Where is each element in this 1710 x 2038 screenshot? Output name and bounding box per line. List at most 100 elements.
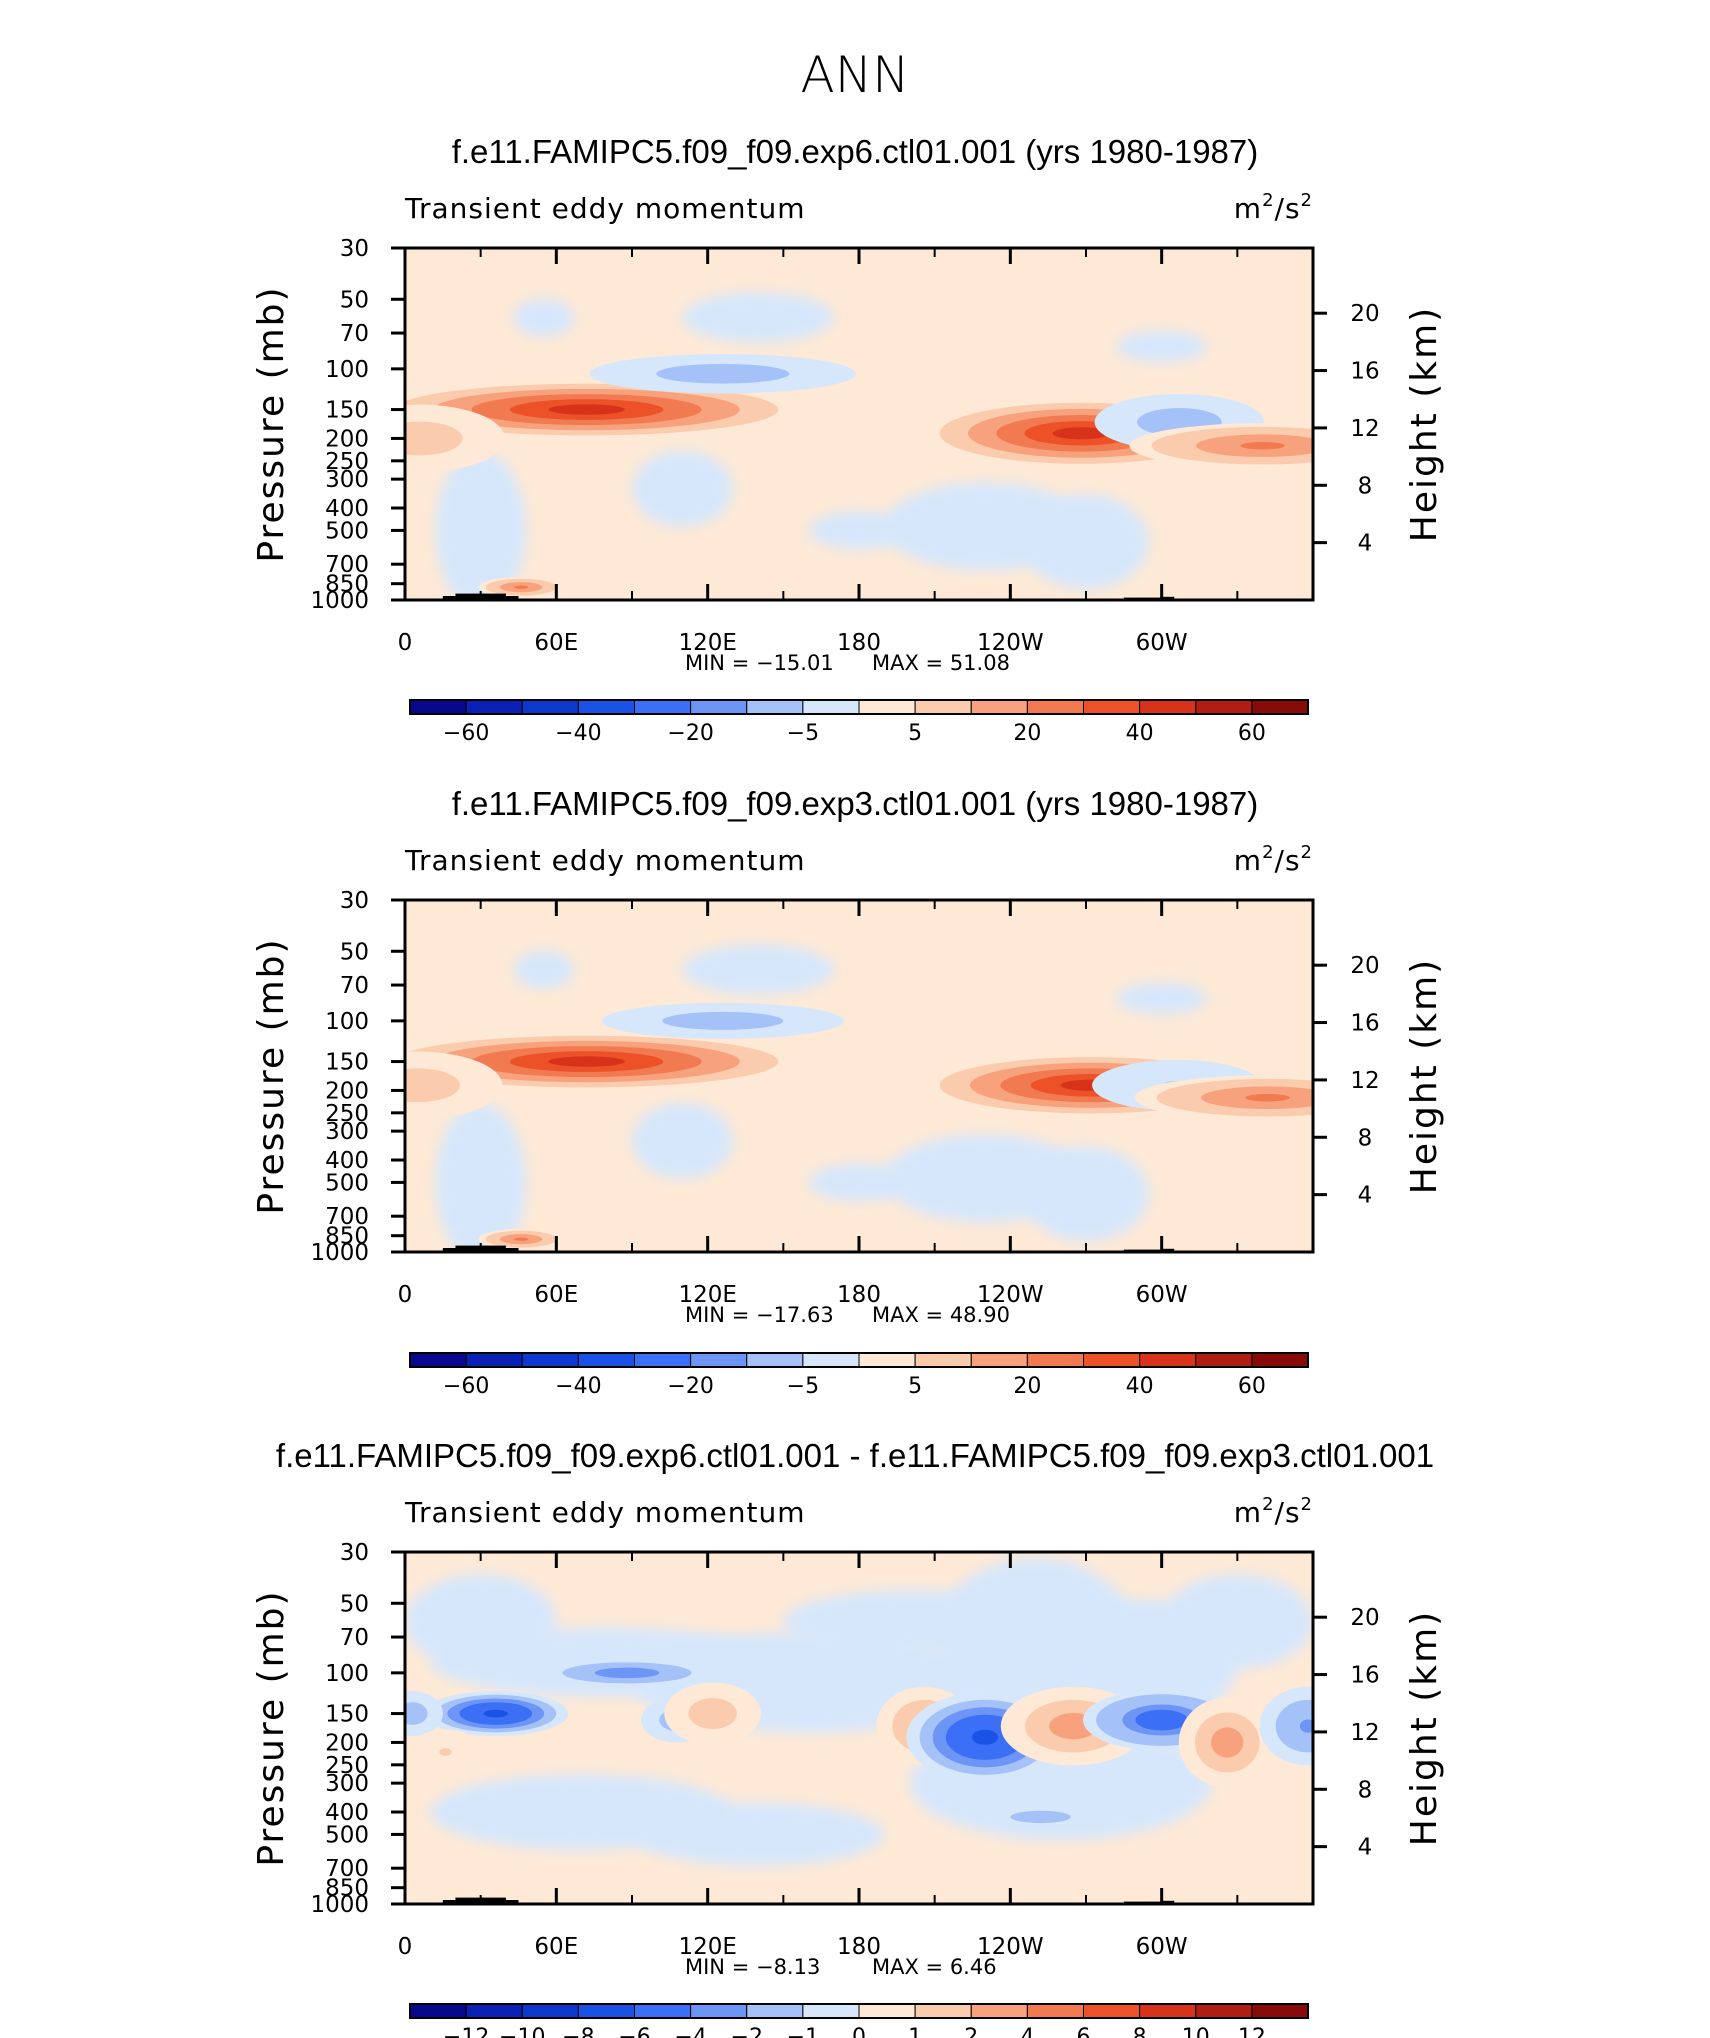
y2-axis-title: Height (km) [1404, 306, 1445, 542]
colorbar-swatch [802, 699, 860, 715]
colorbar-label: −5 [787, 721, 819, 746]
min-label: MIN = −8.13 [685, 1955, 820, 1979]
unit-label: m2/s2 [1234, 842, 1313, 877]
y-tick-label: 100 [325, 1661, 369, 1687]
x-tick-label: 0 [398, 1934, 413, 1960]
panel-3: f.e11.FAMIPC5.f09_f09.exp6.ctl01.001 - f… [251, 1437, 1445, 2038]
colorbar-swatch [1139, 1352, 1197, 1368]
y-tick-label: 30 [340, 236, 369, 262]
colorbar-label: 1 [908, 2025, 922, 2038]
y-tick-label: 1000 [310, 1240, 369, 1266]
weak-negative-region [682, 944, 834, 995]
colorbar-label: 40 [1126, 721, 1154, 746]
contour-feature [405, 1691, 443, 1737]
weak-negative-region [808, 511, 910, 550]
max-label: MAX = 48.90 [872, 1303, 1010, 1327]
colorbar-swatch [970, 1352, 1028, 1368]
colorbar: −12 −10 −8 −6 −4 −2 −1 0 1 2 4 6 8 10 12 [409, 2003, 1309, 2038]
colorbar-swatch [746, 2003, 804, 2019]
colorbar-swatch [465, 1352, 523, 1368]
colorbar-label: −40 [555, 721, 601, 746]
x-tick-label: 180 [837, 1934, 881, 1960]
y-axis-title: Pressure (mb) [251, 937, 292, 1214]
weak-negative-region [632, 1102, 733, 1179]
contour-feature [423, 1691, 569, 1737]
y-tick-label: 100 [325, 357, 369, 383]
contour-feature [601, 1002, 844, 1039]
x-tick-label: 120E [678, 630, 736, 656]
panel-title: f.e11.FAMIPC5.f09_f09.exp3.ctl01.001 (yr… [452, 785, 1259, 822]
colorbar-swatch [1251, 1352, 1309, 1368]
weak-negative-region [1022, 1146, 1150, 1242]
y-tick-label: 700 [325, 1856, 369, 1882]
colorbar-label: −12 [443, 2025, 489, 2038]
colorbar-swatch [1026, 699, 1084, 715]
y-tick-label: 200 [325, 426, 369, 452]
colorbar-label: 40 [1126, 1374, 1154, 1399]
y-tick-label: 1000 [310, 588, 369, 614]
y2-tick-label: 8 [1358, 473, 1373, 499]
contour-level [548, 404, 625, 415]
y-tick-label: 400 [325, 1148, 369, 1174]
y2-axis-title: Height (km) [1404, 958, 1445, 1194]
x-tick-label: 0 [398, 630, 413, 656]
y-tick-label: 850 [325, 572, 369, 598]
contour-feature [664, 1682, 762, 1745]
x-tick-label: 0 [398, 1282, 413, 1308]
contour-level [702, 1017, 743, 1024]
weak-negative-region [808, 1163, 910, 1202]
colorbar-swatch [858, 699, 916, 715]
y-tick-label: 30 [340, 1540, 369, 1566]
contour-feature [1134, 1075, 1313, 1121]
unit-label: m2/s2 [1234, 190, 1313, 225]
colorbar-swatch [914, 699, 972, 715]
colorbar-label: 60 [1238, 721, 1266, 746]
variable-label: Transient eddy momentum [404, 844, 806, 877]
contour-feature [405, 378, 817, 441]
min-label: MIN = −17.63 [685, 1303, 834, 1327]
contour-level [406, 432, 435, 445]
colorbar-label: −60 [443, 1374, 489, 1399]
panel-1: f.e11.FAMIPC5.f09_f09.exp6.ctl01.001 (yr… [251, 133, 1445, 746]
contour-level [1165, 417, 1194, 427]
contour-level [700, 370, 745, 378]
y-tick-label: 300 [325, 1771, 369, 1797]
field [405, 1552, 1313, 1904]
colorbar-frame [409, 1352, 1309, 1368]
y-axis-title: Pressure (mb) [251, 285, 292, 562]
colorbar-frame [409, 2003, 1309, 2019]
contour-level [1148, 1714, 1175, 1726]
y-tick-label: 700 [325, 552, 369, 578]
x-tick-label: 180 [837, 1282, 881, 1308]
panel-title: f.e11.FAMIPC5.f09_f09.exp6.ctl01.001 (yr… [452, 133, 1259, 170]
y-tick-label: 30 [340, 888, 369, 914]
weak-negative-region [1116, 330, 1208, 363]
weak-negative-region [1022, 494, 1150, 590]
colorbar-swatch [1195, 2003, 1253, 2019]
colorbar-label: −6 [618, 2025, 650, 2038]
colorbar-label: 10 [1182, 2025, 1210, 2038]
y-tick-label: 50 [340, 1591, 369, 1617]
y-tick-label: 70 [340, 1625, 369, 1651]
y-tick-label: 400 [325, 496, 369, 522]
colorbar-swatch [1083, 1352, 1141, 1368]
contour-level [439, 1748, 452, 1756]
colorbar-swatch [1026, 2003, 1084, 2019]
contour-level [610, 1670, 644, 1676]
colorbar-swatch [465, 699, 523, 715]
y-axis-title: Pressure (mb) [251, 1589, 292, 1866]
contour-feature [405, 1051, 503, 1120]
x-tick-label: 120E [678, 1282, 736, 1308]
colorbar-label: 60 [1238, 1374, 1266, 1399]
colorbar-swatch [970, 699, 1028, 715]
y-tick-label: 100 [325, 1009, 369, 1035]
contour-level [405, 1079, 432, 1091]
contour-feature [405, 1030, 817, 1093]
x-tick-label: 60E [534, 1282, 578, 1308]
colorbar-label: 5 [908, 1374, 922, 1399]
colorbar-label: −1 [787, 2025, 819, 2038]
contour-level [513, 585, 529, 589]
y2-tick-label: 20 [1350, 953, 1379, 979]
colorbar-swatch [465, 2003, 523, 2019]
